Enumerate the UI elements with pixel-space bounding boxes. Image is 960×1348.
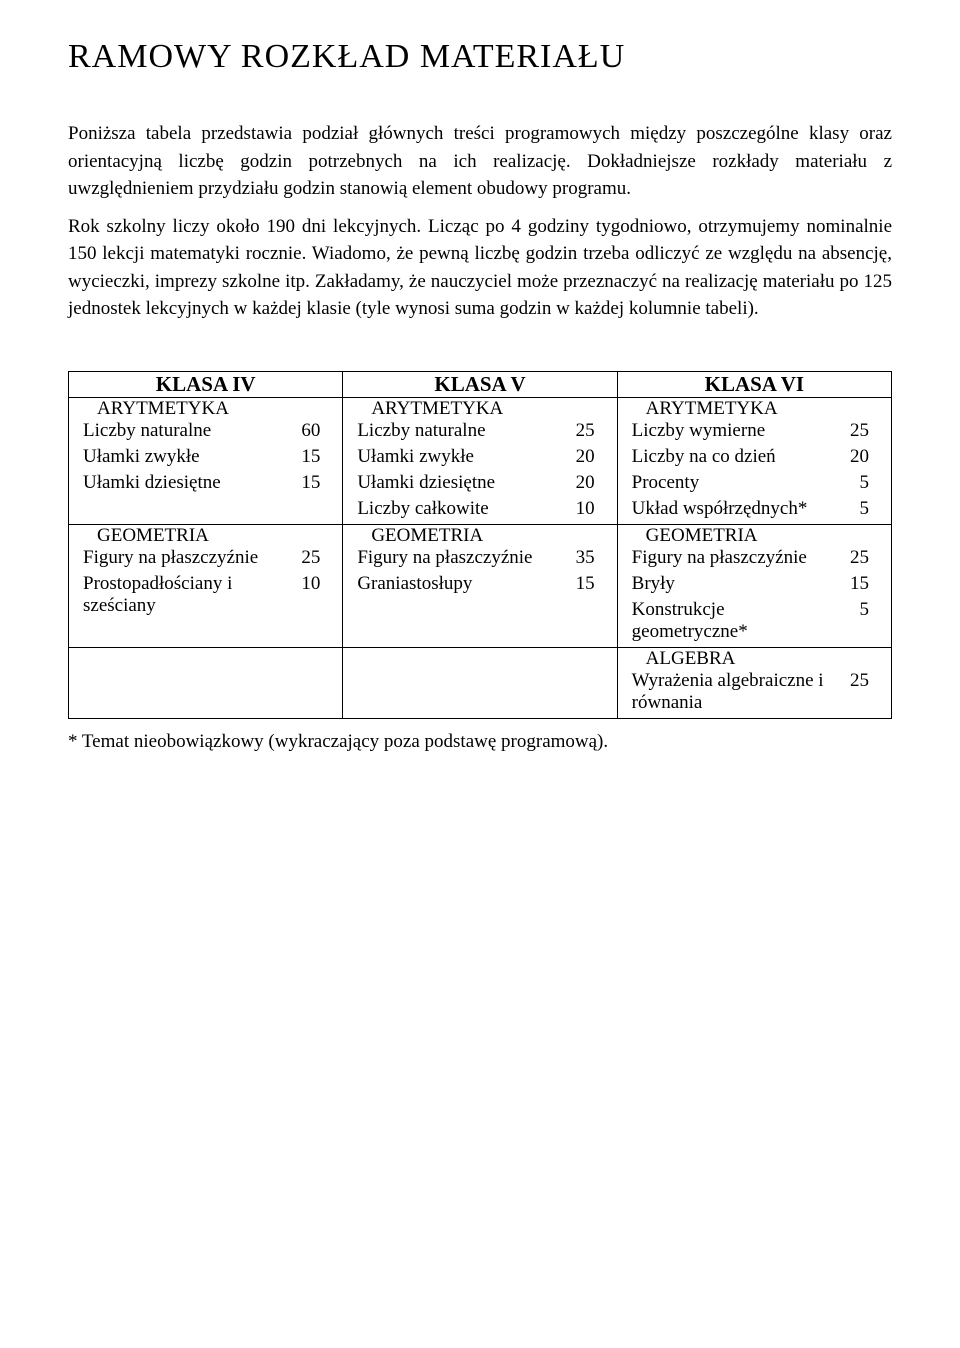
item-value: 25 xyxy=(839,420,869,442)
item-label: Figury na płaszczyźnie xyxy=(83,547,290,569)
item-label: Prostopadłościany i sześciany xyxy=(83,573,290,617)
section-name: GEOMETRIA xyxy=(618,525,891,547)
intro-paragraph-2: Rok szkolny liczy około 190 dni lekcyjny… xyxy=(68,213,892,323)
section-name: GEOMETRIA xyxy=(69,525,342,547)
column-header: KLASA VI xyxy=(617,371,891,397)
curriculum-item: Figury na płaszczyźnie35 xyxy=(357,547,594,569)
item-value: 25 xyxy=(839,670,869,692)
item-label: Konstrukcje geometryczne* xyxy=(632,599,839,643)
item-value: 60 xyxy=(290,420,320,442)
item-label: Liczby całkowite xyxy=(357,498,564,520)
curriculum-item: Figury na płaszczyźnie25 xyxy=(632,547,869,569)
item-value: 25 xyxy=(565,420,595,442)
curriculum-item: Ułamki dziesiętne20 xyxy=(357,472,594,494)
item-value: 20 xyxy=(565,446,595,468)
item-label: Ułamki zwykłe xyxy=(357,446,564,468)
item-label: Ułamki dziesiętne xyxy=(357,472,564,494)
curriculum-item: Układ współrzędnych*5 xyxy=(632,498,869,520)
section-name: ARYTMETYKA xyxy=(618,398,891,420)
curriculum-item: Wyrażenia algebraiczne i równania25 xyxy=(632,670,869,714)
section-name: ARYTMETYKA xyxy=(69,398,342,420)
item-value: 25 xyxy=(290,547,320,569)
item-label: Liczby naturalne xyxy=(357,420,564,442)
item-label: Figury na płaszczyźnie xyxy=(357,547,564,569)
curriculum-item: Figury na płaszczyźnie25 xyxy=(83,547,320,569)
item-value: 25 xyxy=(839,547,869,569)
item-label: Ułamki dziesiętne xyxy=(83,472,290,494)
curriculum-item: Ułamki zwykłe20 xyxy=(357,446,594,468)
curriculum-item: Graniastosłupy15 xyxy=(357,573,594,595)
curriculum-item: Liczby naturalne25 xyxy=(357,420,594,442)
curriculum-item: Liczby na co dzień20 xyxy=(632,446,869,468)
item-value: 5 xyxy=(839,498,869,520)
curriculum-item: Liczby naturalne60 xyxy=(83,420,320,442)
section-name: GEOMETRIA xyxy=(343,525,616,547)
column-header: KLASA IV xyxy=(69,371,343,397)
item-label: Ułamki zwykłe xyxy=(83,446,290,468)
item-label: Układ współrzędnych* xyxy=(632,498,839,520)
curriculum-item: Ułamki zwykłe15 xyxy=(83,446,320,468)
intro-paragraph-1: Poniższa tabela przedstawia podział głów… xyxy=(68,120,892,203)
footnote: * Temat nieobowiązkowy (wykraczający poz… xyxy=(68,731,892,753)
item-label: Liczby naturalne xyxy=(83,420,290,442)
curriculum-item: Procenty5 xyxy=(632,472,869,494)
curriculum-item: Prostopadłościany i sześciany10 xyxy=(83,573,320,617)
curriculum-item: Liczby wymierne25 xyxy=(632,420,869,442)
item-value: 15 xyxy=(290,472,320,494)
section-name: ARYTMETYKA xyxy=(343,398,616,420)
item-value: 35 xyxy=(565,547,595,569)
section-name: ALGEBRA xyxy=(618,648,891,670)
item-value: 5 xyxy=(839,599,869,621)
item-label: Figury na płaszczyźnie xyxy=(632,547,839,569)
curriculum-item: Bryły15 xyxy=(632,573,869,595)
curriculum-item: Konstrukcje geometryczne*5 xyxy=(632,599,869,643)
curriculum-item: Liczby całkowite10 xyxy=(357,498,594,520)
curriculum-table: KLASA IV KLASA V KLASA VI ARYTMETYKA ARY… xyxy=(68,371,892,719)
item-value: 20 xyxy=(565,472,595,494)
item-label: Liczby wymierne xyxy=(632,420,839,442)
item-label: Graniastosłupy xyxy=(357,573,564,595)
item-value: 10 xyxy=(290,573,320,595)
item-label: Wyrażenia algebraiczne i równania xyxy=(632,670,839,714)
item-label: Liczby na co dzień xyxy=(632,446,839,468)
item-value: 5 xyxy=(839,472,869,494)
item-value: 10 xyxy=(565,498,595,520)
page-title: RAMOWY ROZKŁAD MATERIAŁU xyxy=(68,38,892,76)
curriculum-item: Ułamki dziesiętne15 xyxy=(83,472,320,494)
item-label: Bryły xyxy=(632,573,839,595)
column-header: KLASA V xyxy=(343,371,617,397)
item-value: 20 xyxy=(839,446,869,468)
item-value: 15 xyxy=(565,573,595,595)
item-value: 15 xyxy=(290,446,320,468)
item-value: 15 xyxy=(839,573,869,595)
item-label: Procenty xyxy=(632,472,839,494)
